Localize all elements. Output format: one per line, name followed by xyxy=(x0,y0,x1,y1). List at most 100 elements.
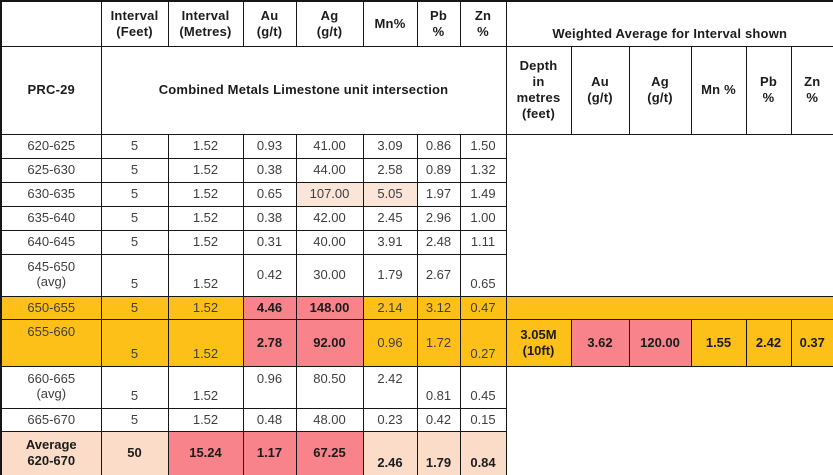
col-header-ag: Ag (g/t) xyxy=(295,0,364,47)
cell-zn: 0.27 xyxy=(459,318,507,367)
cell-feet: 5 xyxy=(100,253,169,297)
cell-au: 0.96 xyxy=(242,365,297,409)
wa-cell-depth: 3.05M (10ft) xyxy=(505,318,572,367)
table-row-average-620-670: Average 620-670 50 15.24 1.17 67.25 2.46… xyxy=(0,430,833,475)
cell-pb: 0.86 xyxy=(416,133,461,159)
cell-metres: 1.52 xyxy=(167,157,244,183)
cell-zn: 1.11 xyxy=(459,229,507,255)
cell-ag: 30.00 xyxy=(295,253,364,297)
cell-zn: 0.15 xyxy=(459,407,507,432)
cell-ag: 44.00 xyxy=(295,157,364,183)
wa-cell-zn: 0.37 xyxy=(790,318,833,367)
cell-metres: 1.52 xyxy=(167,205,244,231)
cell-ag-highlighted: 67.25 xyxy=(295,430,364,475)
cell-mn: 2.58 xyxy=(362,157,418,183)
wa-cell-mn: 1.55 xyxy=(690,318,747,367)
corner-cell xyxy=(0,0,102,47)
row-label: Average 620-670 xyxy=(0,430,102,475)
header-row-2: PRC-29 Combined Metals Limestone unit in… xyxy=(0,45,833,135)
col-header-mn: Mn% xyxy=(362,0,418,47)
cell-zn: 0.65 xyxy=(459,253,507,297)
cell-zn: 1.32 xyxy=(459,157,507,183)
cell-zn: 0.84 xyxy=(459,430,507,475)
cell-pb: 1.79 xyxy=(416,430,461,475)
table-row-655-660-highlight: 655-660 5 1.52 2.78 92.00 0.96 1.72 0.27… xyxy=(0,318,833,367)
cell-metres-highlighted: 15.24 xyxy=(167,430,244,475)
cell-ag-highlighted: 92.00 xyxy=(295,318,364,367)
cell-pb: 2.48 xyxy=(416,229,461,255)
cell-feet: 5 xyxy=(100,229,169,255)
cell-zn: 0.45 xyxy=(459,365,507,409)
cell-feet: 5 xyxy=(100,205,169,231)
row-label: 635-640 xyxy=(0,205,102,231)
wa-orange-band xyxy=(505,295,833,320)
row-label: 645-650 (avg) xyxy=(0,253,102,297)
cell-ag-highlighted: 148.00 xyxy=(295,295,364,320)
col-header-zn: Zn % xyxy=(459,0,507,47)
cell-au: 0.65 xyxy=(242,181,297,207)
cell-feet: 5 xyxy=(100,365,169,409)
cell-mn: 0.96 xyxy=(362,318,418,367)
cell-pb: 2.67 xyxy=(416,253,461,297)
wa-col-header-mn: Mn % xyxy=(690,45,747,135)
row-label: 630-635 xyxy=(0,181,102,207)
cell-pb: 2.96 xyxy=(416,205,461,231)
cell-ag-highlighted: 107.00 xyxy=(295,181,364,207)
cell-zn: 1.49 xyxy=(459,181,507,207)
row-label: 650-655 xyxy=(0,295,102,320)
cell-au: 0.38 xyxy=(242,205,297,231)
cell-feet: 5 xyxy=(100,407,169,432)
cell-feet: 50 xyxy=(100,430,169,475)
intersection-description: Combined Metals Limestone unit intersect… xyxy=(100,45,507,135)
cell-mn: 3.09 xyxy=(362,133,418,159)
cell-pb: 0.89 xyxy=(416,157,461,183)
table-row-645-650-avg: 645-650 (avg) 5 1.52 0.42 30.00 1.79 2.6… xyxy=(0,253,833,297)
cell-au-highlighted: 2.78 xyxy=(242,318,297,367)
cell-ag: 41.00 xyxy=(295,133,364,159)
cell-ag: 42.00 xyxy=(295,205,364,231)
cell-metres: 1.52 xyxy=(167,318,244,367)
col-header-interval-feet: Interval (Feet) xyxy=(100,0,169,47)
wa-col-header-depth: Depth in metres (feet) xyxy=(505,45,572,135)
cell-metres: 1.52 xyxy=(167,407,244,432)
wa-col-header-ag: Ag (g/t) xyxy=(628,45,692,135)
cell-pb: 0.81 xyxy=(416,365,461,409)
table-row-630-635: 630-635 5 1.52 0.65 107.00 5.05 1.97 1.4… xyxy=(0,181,833,207)
cell-mn: 2.46 xyxy=(362,430,418,475)
row-label: 640-645 xyxy=(0,229,102,255)
row-label: 620-625 xyxy=(0,133,102,159)
cell-metres: 1.52 xyxy=(167,365,244,409)
col-header-pb: Pb % xyxy=(416,0,461,47)
cell-ag: 80.50 xyxy=(295,365,364,409)
cell-mn: 2.14 xyxy=(362,295,418,320)
cell-mn: 2.42 xyxy=(362,365,418,409)
cell-au: 0.38 xyxy=(242,157,297,183)
cell-pb: 1.72 xyxy=(416,318,461,367)
wa-col-header-au: Au (g/t) xyxy=(570,45,630,135)
row-label: 665-670 xyxy=(0,407,102,432)
cell-ag: 48.00 xyxy=(295,407,364,432)
cell-pb: 0.42 xyxy=(416,407,461,432)
cell-au-highlighted: 4.46 xyxy=(242,295,297,320)
cell-zn: 1.00 xyxy=(459,205,507,231)
cell-metres: 1.52 xyxy=(167,181,244,207)
cell-mn-highlighted: 5.05 xyxy=(362,181,418,207)
header-row-1: Interval (Feet) Interval (Metres) Au (g/… xyxy=(0,0,833,47)
wa-empty-region-lower xyxy=(505,365,833,475)
wa-col-header-pb: Pb % xyxy=(745,45,792,135)
table-row-620-625: 620-625 5 1.52 0.93 41.00 3.09 0.86 1.50 xyxy=(0,133,833,297)
wa-cell-pb: 2.42 xyxy=(745,318,792,367)
cell-zn: 0.47 xyxy=(459,295,507,320)
row-label: 655-660 xyxy=(0,318,102,367)
cell-metres: 1.52 xyxy=(167,133,244,159)
cell-au: 0.48 xyxy=(242,407,297,432)
cell-au: 0.93 xyxy=(242,133,297,159)
cell-metres: 1.52 xyxy=(167,295,244,320)
wa-cell-ag: 120.00 xyxy=(628,318,692,367)
wa-cell-au: 3.62 xyxy=(570,318,630,367)
cell-zn: 1.50 xyxy=(459,133,507,159)
cell-metres: 1.52 xyxy=(167,253,244,297)
cell-metres: 1.52 xyxy=(167,229,244,255)
col-header-interval-metres: Interval (Metres) xyxy=(167,0,244,47)
